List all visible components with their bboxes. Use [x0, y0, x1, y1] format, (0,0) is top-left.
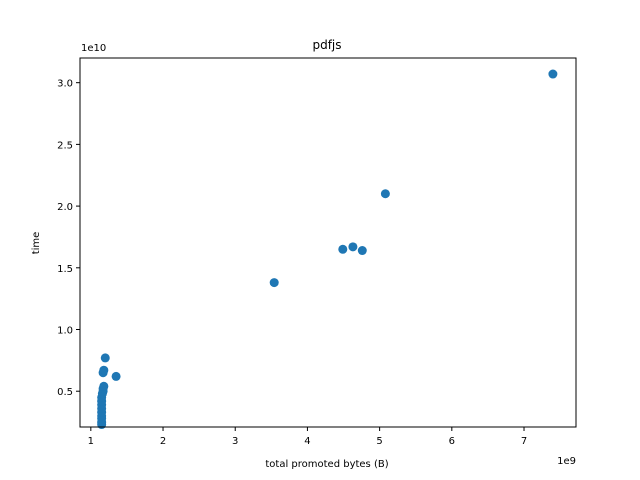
x-axis-ticks: 1 2 3 4 5 6 7 — [88, 427, 527, 447]
x-tick-label: 4 — [304, 436, 310, 447]
scatter-point — [100, 353, 110, 363]
scatter-point — [348, 242, 358, 252]
plot-frame — [79, 57, 577, 428]
scatter-point — [338, 244, 348, 254]
y-tick-label: 3.0 — [57, 79, 73, 90]
y-axis-ticks: 0.5 1.0 1.5 2.0 2.5 3.0 — [57, 79, 80, 398]
scatter-point — [548, 69, 558, 79]
x-tick-label: 3 — [232, 436, 238, 447]
y-tick-label: 2.5 — [57, 140, 73, 151]
scatter-point — [380, 189, 390, 199]
x-tick-label: 5 — [376, 436, 382, 447]
x-tick-label: 1 — [88, 436, 94, 447]
x-offset-label: 1e9 — [557, 456, 576, 467]
scatter-point — [99, 381, 109, 391]
scatter-point — [99, 365, 109, 375]
y-tick-label: 1.0 — [57, 326, 73, 337]
y-tick-label: 2.0 — [57, 202, 73, 213]
x-tick-label: 7 — [521, 436, 527, 447]
y-tick-label: 0.5 — [57, 387, 73, 398]
x-tick-label: 6 — [449, 436, 455, 447]
y-axis-label: time — [31, 232, 42, 255]
y-offset-label: 1e10 — [81, 43, 106, 54]
chart-title: pdfjs — [312, 38, 341, 52]
scatter-point — [111, 371, 121, 381]
data-points — [97, 69, 558, 430]
y-tick-label: 1.5 — [57, 264, 73, 275]
x-axis-label: total promoted bytes (B) — [265, 459, 388, 470]
scatter-point — [269, 278, 279, 288]
scatter-point — [357, 246, 367, 256]
x-tick-label: 2 — [160, 436, 166, 447]
